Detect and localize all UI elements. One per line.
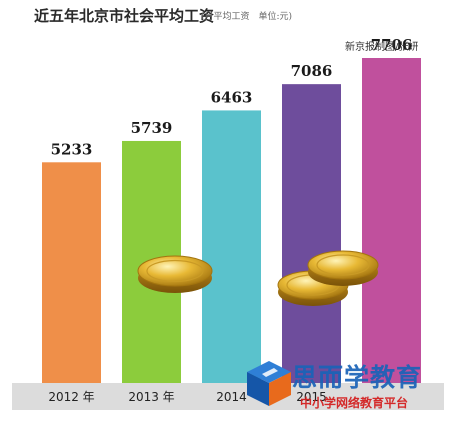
bar-value-label-4: 7086 <box>291 62 333 80</box>
bar-value-label-5: 7706 <box>371 36 413 54</box>
watermark-tagline: 中小学网络教育平台 <box>300 396 409 410</box>
cube-logo-icon <box>247 361 291 406</box>
bar-value-label-2: 5739 <box>131 119 173 137</box>
bar-value-label-3: 6463 <box>211 88 253 106</box>
x-tick-label-3: 2014 <box>216 390 247 404</box>
watermark-logo: 思而学教育 中小学网络教育平台 <box>244 356 456 421</box>
chart-title: 近五年北京市社会平均工资 <box>34 7 215 25</box>
bar-3 <box>202 110 261 384</box>
chart-subtitle: (月平均工资 单位:元) <box>201 12 293 22</box>
gold-coin-left <box>137 255 213 293</box>
x-tick-label-2: 2013 年 <box>128 390 174 404</box>
x-tick-label-4: 2015 <box>296 390 327 404</box>
bar-4 <box>282 84 341 384</box>
bar-5 <box>362 58 421 383</box>
x-axis-band <box>12 383 444 410</box>
graphic-credit: 新京报制图/张妍 <box>345 42 419 53</box>
x-tick-label-1: 2012 年 <box>48 390 94 404</box>
watermark-name: 思而学教育 <box>292 363 423 392</box>
bar-value-label-1: 5233 <box>51 140 93 158</box>
bar-1 <box>42 162 101 383</box>
gold-coin-front <box>307 250 379 286</box>
